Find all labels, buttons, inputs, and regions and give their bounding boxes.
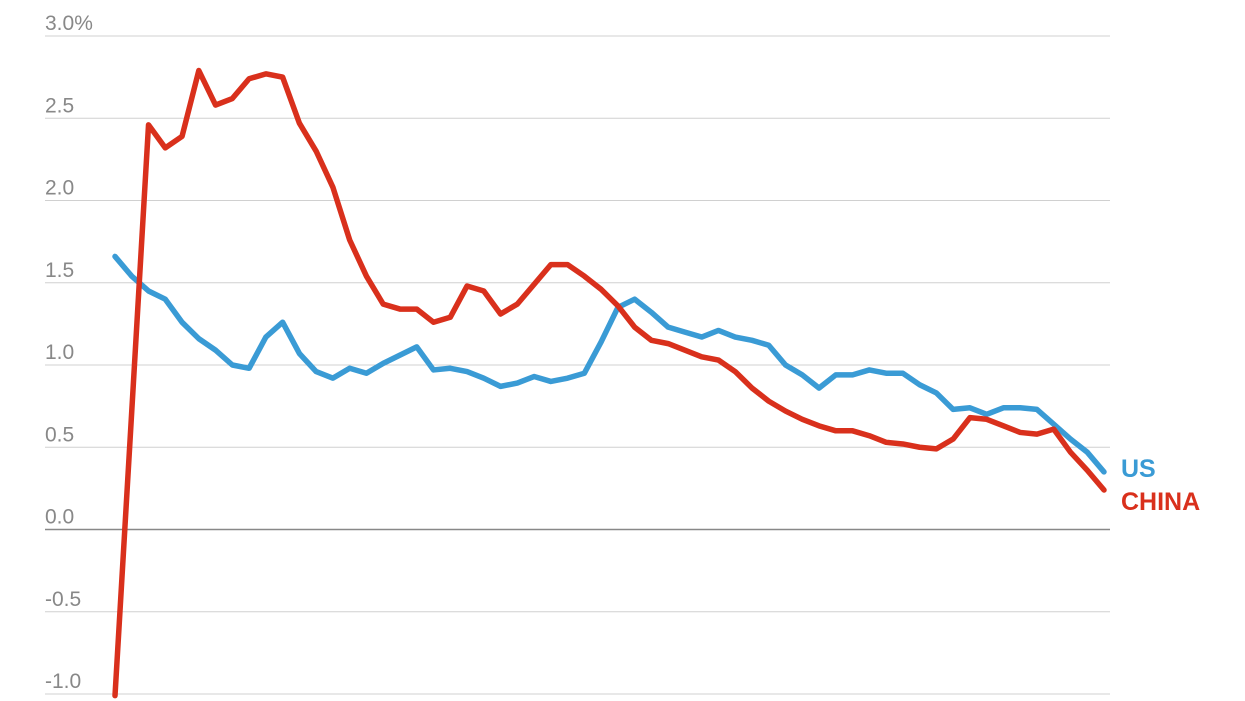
y-tick-label: 1.5 bbox=[45, 259, 74, 282]
series-label-china: CHINA bbox=[1121, 488, 1200, 516]
y-tick-label: 2.5 bbox=[45, 94, 74, 117]
series-line-china bbox=[112, 67, 1107, 699]
y-tick-label: -0.5 bbox=[45, 588, 81, 611]
series-labels: US CHINA bbox=[1121, 455, 1200, 516]
series-lines bbox=[112, 67, 1107, 699]
y-tick-label: 2.0 bbox=[45, 177, 74, 200]
y-axis-ticks: 3.0% 2.5 2.0 1.5 1.0 0.5 0.0 -0.5 -1.0 bbox=[45, 12, 93, 693]
y-tick-label: -1.0 bbox=[45, 670, 81, 693]
y-tick-label: 3.0% bbox=[45, 12, 93, 35]
series-line-us bbox=[112, 253, 1107, 475]
series-label-us: US bbox=[1121, 455, 1156, 483]
gridlines bbox=[45, 35, 1110, 695]
y-tick-label: 0.5 bbox=[45, 423, 74, 446]
y-tick-label: 0.0 bbox=[45, 506, 74, 529]
y-tick-label: 1.0 bbox=[45, 341, 74, 364]
